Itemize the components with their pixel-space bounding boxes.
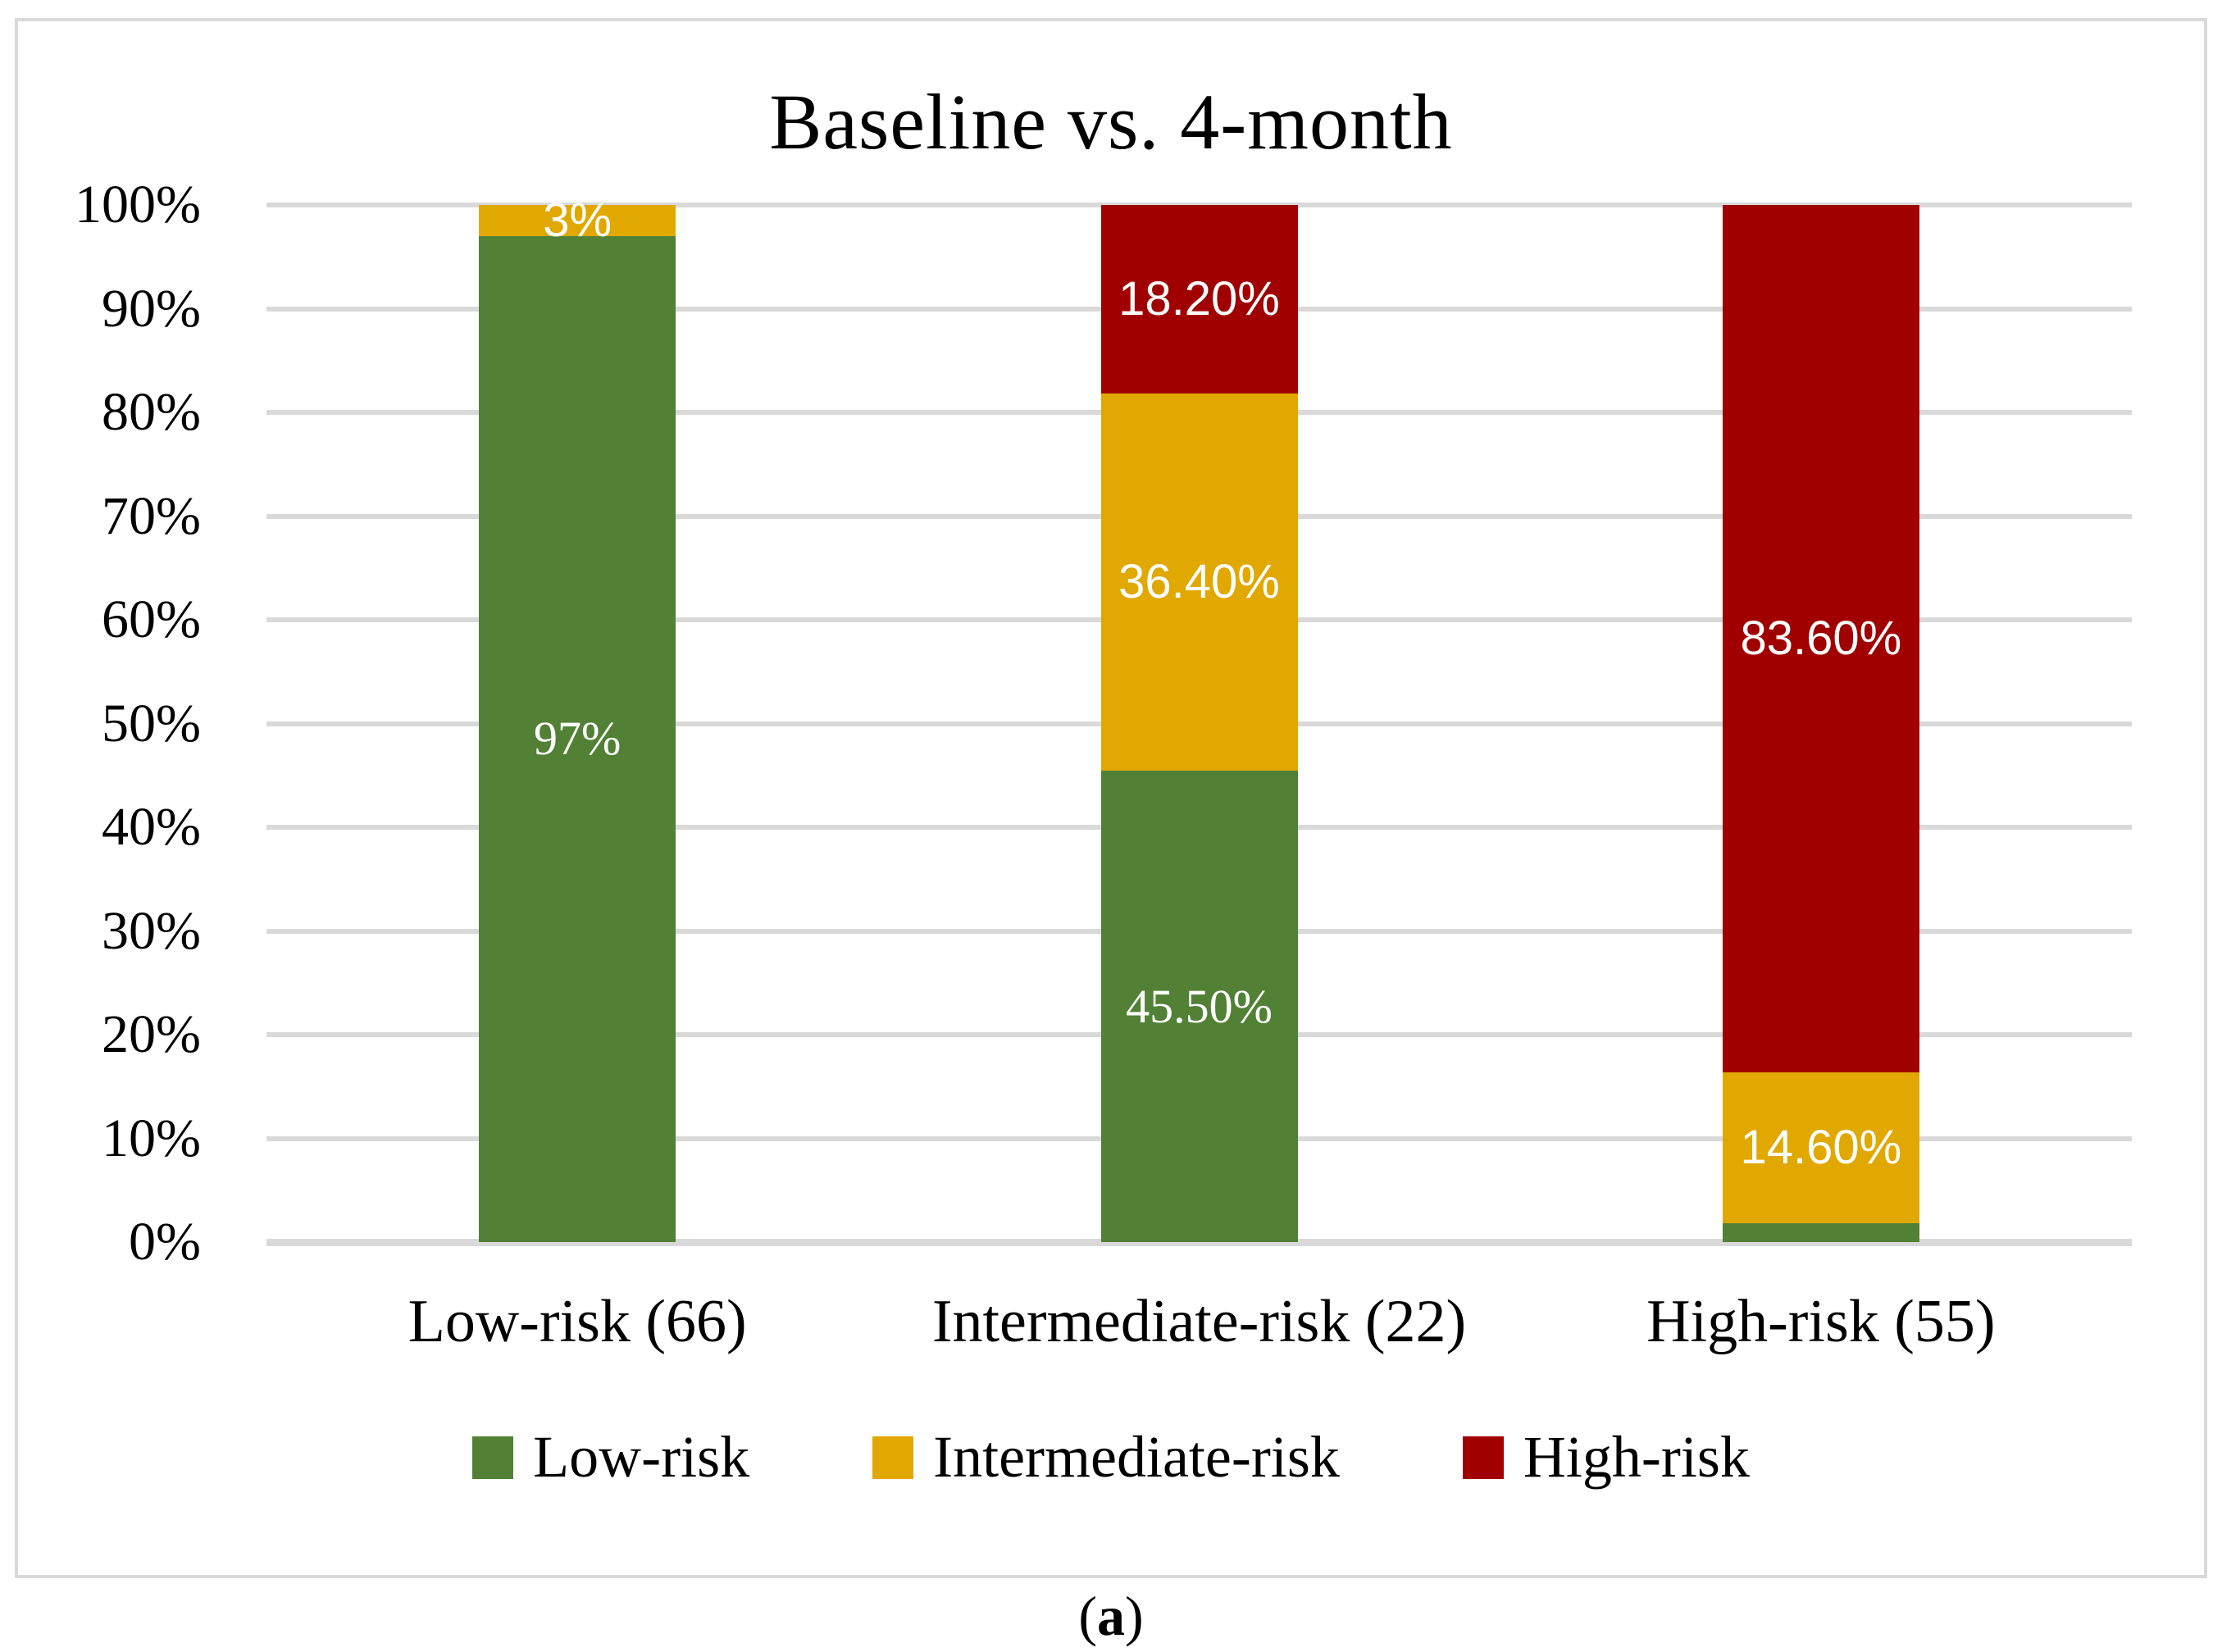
legend-item-low-risk: Low-risk (472, 1424, 750, 1490)
segment-intermediate-risk: 3% (479, 196, 676, 243)
data-label: 3% (543, 193, 612, 247)
y-tick-label: 0% (129, 1212, 201, 1272)
legend-swatch-icon (1462, 1436, 1504, 1479)
data-label: 97% (533, 712, 622, 766)
caption-letter: a (1097, 1585, 1125, 1647)
y-tick-label: 20% (102, 1004, 201, 1064)
segment-intermediate-risk: 36.40% (1100, 394, 1298, 771)
legend-label: Low-risk (533, 1424, 750, 1490)
y-tick-label: 80% (102, 382, 201, 442)
segment-intermediate-risk: 14.60% (1722, 1072, 1919, 1224)
y-tick-label: 30% (102, 900, 201, 961)
segment-low-risk: 45.50% (1100, 771, 1298, 1242)
segment-low-risk (1722, 1223, 1919, 1242)
caption-open-paren: ( (1078, 1585, 1097, 1647)
x-category-label: Intermediate-risk (22) (931, 1288, 1467, 1355)
y-tick-label: 100% (75, 175, 201, 234)
plot-area: 97% 3% 45.50% 36.40% 18.20% 14.60% 83.60% (266, 196, 2132, 1246)
stacked-bar-3: 14.60% 83.60% (1722, 205, 1919, 1242)
x-category-label: High-risk (55) (1646, 1288, 1996, 1355)
figure-caption: (a) (0, 1584, 2222, 1649)
segment-high-risk: 18.20% (1100, 205, 1298, 394)
stacked-bar-1: 97% 3% (479, 196, 676, 1242)
legend-label: High-risk (1523, 1424, 1750, 1490)
legend-item-intermediate-risk: Intermediate-risk (872, 1424, 1340, 1490)
data-label: 14.60% (1740, 1120, 1902, 1174)
legend-item-high-risk: High-risk (1462, 1424, 1750, 1490)
data-label: 18.20% (1118, 272, 1280, 325)
y-tick-label: 70% (102, 485, 201, 546)
y-tick-label: 50% (102, 693, 201, 753)
y-tick-label: 10% (102, 1108, 201, 1168)
legend-swatch-icon (472, 1436, 514, 1479)
x-category-label: Low-risk (66) (408, 1288, 747, 1355)
x-axis-line (266, 1239, 2132, 1246)
y-tick-label: 40% (102, 797, 201, 857)
legend-swatch-icon (872, 1436, 914, 1479)
segment-low-risk: 97% (479, 235, 676, 1242)
data-label: 83.60% (1740, 611, 1902, 665)
data-label: 45.50% (1126, 979, 1273, 1033)
y-tick-label: 60% (102, 589, 201, 649)
legend-label: Intermediate-risk (933, 1424, 1340, 1490)
segment-high-risk: 83.60% (1722, 205, 1919, 1072)
stacked-bar-2: 45.50% 36.40% 18.20% (1100, 205, 1298, 1242)
data-label: 36.40% (1118, 555, 1280, 608)
chart-title: Baseline vs. 4-month (769, 78, 1453, 166)
y-tick-label: 90% (102, 278, 201, 339)
caption-close-paren: ) (1125, 1585, 1144, 1647)
legend: Low-risk Intermediate-risk High-risk (0, 1424, 2222, 1490)
